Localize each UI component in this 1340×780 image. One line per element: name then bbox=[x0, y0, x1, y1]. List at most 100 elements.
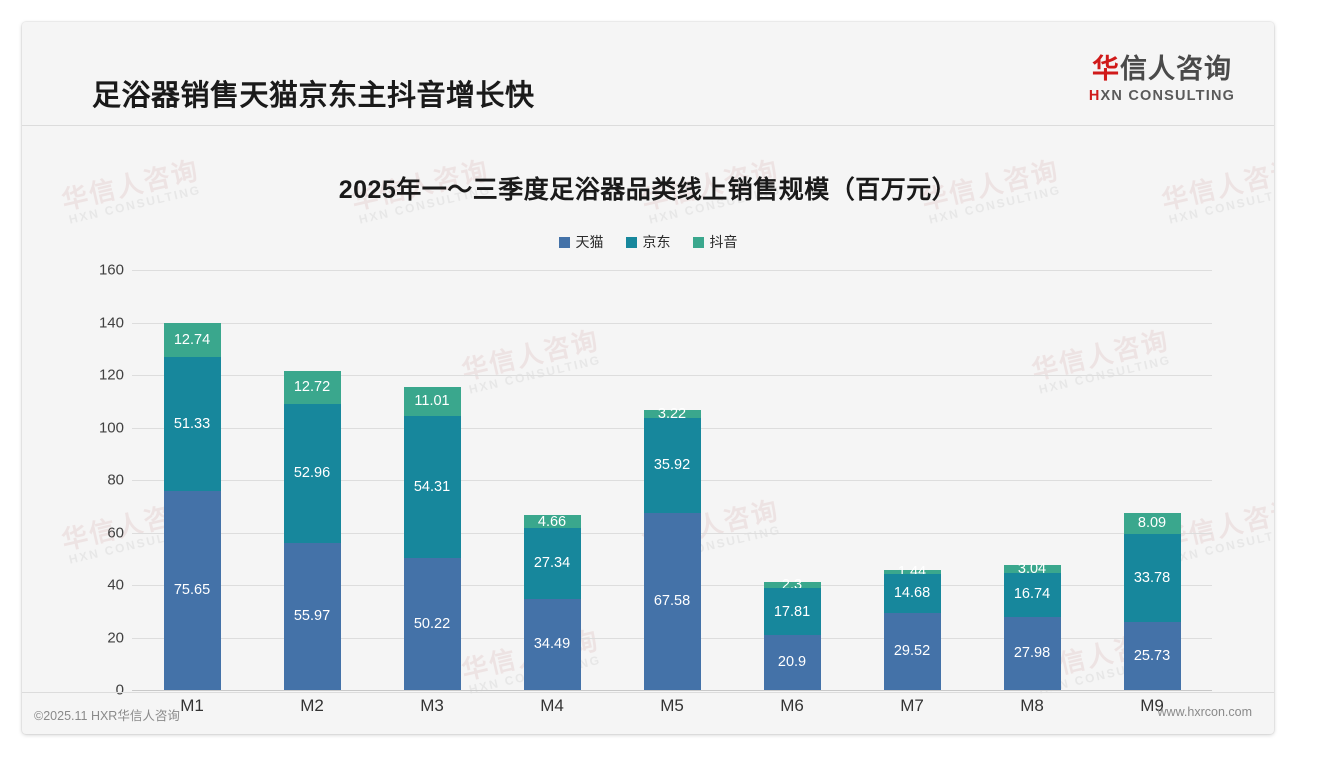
slide-header: 足浴器销售天猫京东主抖音增长快 华信人咨询 HXN CONSULTING bbox=[22, 22, 1274, 126]
bar-segment-抖音[interactable]: 4.66 bbox=[523, 513, 581, 530]
stacked-bar[interactable]: 3.22 35.92 67.58 bbox=[643, 407, 701, 690]
brand-logo-cn-rest: 信人咨询 bbox=[1120, 54, 1232, 84]
bar-value-label: 50.22 bbox=[413, 615, 451, 632]
x-axis-tick-label: M5 bbox=[660, 696, 684, 715]
bar-group: 12.74 51.33 75.65 12.72 52.96 55.97 11.01 54.31… bbox=[132, 270, 1212, 690]
stacked-bar[interactable]: 12.72 52.96 55.97 bbox=[283, 370, 341, 690]
bar-value-label: 27.34 bbox=[533, 555, 571, 572]
bar-column: 4.66 27.34 34.49 bbox=[492, 270, 612, 690]
page-title: 足浴器销售天猫京东主抖音增长快 bbox=[92, 80, 535, 112]
legend-label: 抖音 bbox=[709, 234, 738, 250]
bar-column: 1.44 14.68 29.52 bbox=[852, 270, 972, 690]
bar-value-label: 12.74 bbox=[173, 331, 211, 348]
bar-segment-天猫[interactable]: 50.22 bbox=[403, 558, 461, 690]
y-axis-labels: 0 20 40 60 80 100 120 140 160 bbox=[74, 262, 124, 699]
gridline bbox=[132, 322, 1212, 324]
bar-value-label: 3.04 bbox=[1017, 560, 1047, 577]
legend-swatch-icon bbox=[692, 236, 704, 248]
gridline bbox=[132, 270, 1212, 271]
bar-column: 11.01 54.31 50.22 bbox=[372, 270, 492, 690]
bar-value-label: 55.97 bbox=[293, 608, 331, 625]
stacked-bar[interactable]: 12.74 51.33 75.65 bbox=[163, 323, 221, 690]
chart-plot-area: 0 20 40 60 80 100 120 140 160 12.74 51.33 75.65 12.… bbox=[99, 262, 1212, 715]
stacked-bar[interactable]: 2.3 17.81 20.9 bbox=[763, 578, 821, 690]
x-axis-tick-label: M1 bbox=[180, 696, 204, 715]
bar-value-label: 12.72 bbox=[293, 379, 331, 396]
stacked-bar[interactable]: 1.44 14.68 29.52 bbox=[883, 565, 941, 690]
bar-segment-天猫[interactable]: 20.9 bbox=[763, 635, 821, 690]
bar-segment-天猫[interactable]: 27.98 bbox=[1003, 616, 1061, 690]
bar-segment-京东[interactable]: 27.34 bbox=[523, 527, 581, 600]
bar-value-label: 14.68 bbox=[893, 585, 931, 601]
bar-column: 12.74 51.33 75.65 bbox=[132, 270, 252, 690]
bar-segment-抖音[interactable]: 11.01 bbox=[403, 386, 461, 416]
x-axis-tick-label: M4 bbox=[540, 696, 564, 715]
bar-segment-抖音[interactable]: 3.22 bbox=[643, 407, 701, 421]
bar-segment-京东[interactable]: 16.74 bbox=[1003, 572, 1061, 617]
stacked-bar[interactable]: 3.04 16.74 27.98 bbox=[1003, 561, 1061, 690]
x-axis-tick-label: M8 bbox=[1020, 696, 1044, 715]
y-axis-tick-label: 40 bbox=[107, 576, 124, 594]
bar-segment-抖音[interactable]: 12.72 bbox=[283, 370, 341, 405]
brand-logo-en-red: H bbox=[1088, 88, 1101, 104]
y-axis-tick-label: 80 bbox=[107, 471, 124, 489]
bar-value-label: 25.73 bbox=[1133, 647, 1171, 664]
bar-value-label: 17.81 bbox=[773, 603, 811, 620]
bar-segment-京东[interactable]: 35.92 bbox=[643, 418, 701, 513]
bar-segment-京东[interactable]: 33.78 bbox=[1123, 533, 1181, 623]
bar-segment-京东[interactable]: 14.68 bbox=[883, 573, 941, 613]
legend-item-抖音[interactable]: 抖音 bbox=[692, 232, 738, 252]
bar-segment-天猫[interactable]: 25.73 bbox=[1123, 622, 1181, 690]
gridline bbox=[132, 375, 1212, 376]
bar-value-label: 51.33 bbox=[173, 415, 211, 432]
bar-segment-抖音[interactable]: 8.09 bbox=[1123, 512, 1181, 534]
stacked-bar[interactable]: 4.66 27.34 34.49 bbox=[523, 513, 581, 690]
x-axis-tick-label: M3 bbox=[420, 696, 444, 715]
bar-segment-京东[interactable]: 52.96 bbox=[283, 404, 341, 544]
bar-segment-天猫[interactable]: 55.97 bbox=[283, 543, 341, 690]
bar-value-label: 4.66 bbox=[537, 513, 567, 530]
bar-segment-京东[interactable]: 54.31 bbox=[403, 415, 461, 559]
bar-segment-京东[interactable]: 51.33 bbox=[163, 356, 221, 492]
stacked-bar[interactable]: 8.09 33.78 25.73 bbox=[1123, 512, 1181, 690]
bar-column: 3.04 16.74 27.98 bbox=[972, 270, 1092, 690]
bar-value-label: 67.58 bbox=[653, 593, 691, 610]
y-axis-tick-label: 20 bbox=[107, 629, 124, 646]
bar-segment-天猫[interactable]: 29.52 bbox=[883, 612, 941, 690]
legend-swatch-icon bbox=[625, 236, 637, 248]
y-axis-tick-label: 120 bbox=[98, 366, 124, 384]
y-axis-tick-label: 100 bbox=[98, 419, 124, 436]
bar-value-label: 8.09 bbox=[1137, 514, 1167, 531]
bar-segment-抖音[interactable]: 3.04 bbox=[1003, 561, 1061, 575]
bar-segment-天猫[interactable]: 75.65 bbox=[163, 491, 221, 690]
stacked-bar[interactable]: 11.01 54.31 50.22 bbox=[403, 386, 461, 690]
chart-legend: 天猫 京东 抖音 bbox=[22, 232, 1274, 252]
bar-value-label: 27.98 bbox=[1013, 645, 1051, 662]
bar-value-label: 20.9 bbox=[777, 654, 807, 671]
bar-segment-抖音[interactable]: 12.74 bbox=[163, 323, 221, 357]
bar-column: 3.22 35.92 67.58 bbox=[612, 270, 732, 690]
bar-value-label: 11.01 bbox=[414, 392, 450, 409]
x-axis-tick-label: M2 bbox=[300, 696, 324, 715]
legend-item-天猫[interactable]: 天猫 bbox=[558, 232, 604, 252]
bar-value-label: 75.65 bbox=[173, 582, 211, 599]
x-axis-tick-label: M9 bbox=[1140, 696, 1164, 715]
bar-segment-天猫[interactable]: 34.49 bbox=[523, 599, 581, 690]
bar-value-label: 34.49 bbox=[533, 636, 571, 653]
bar-segment-京东[interactable]: 17.81 bbox=[763, 588, 821, 636]
bar-value-label: 54.31 bbox=[413, 478, 451, 495]
legend-label: 京东 bbox=[642, 234, 671, 250]
bar-column: 2.3 17.81 20.9 bbox=[732, 270, 852, 690]
x-axis-tick-label: M7 bbox=[900, 696, 924, 715]
footer-website[interactable]: www.hxrcon.com bbox=[1157, 705, 1252, 719]
legend-label: 天猫 bbox=[575, 234, 604, 250]
slide-card: 足浴器销售天猫京东主抖音增长快 华信人咨询 HXN CONSULTING 华信人… bbox=[22, 22, 1274, 734]
brand-logo-en: HXN CONSULTING bbox=[1078, 89, 1246, 104]
bar-segment-天猫[interactable]: 67.58 bbox=[643, 512, 701, 690]
x-axis-tick-label: M6 bbox=[780, 696, 804, 715]
slide-footer: ©2025.11 HXR华信人咨询 www.hxrcon.com bbox=[22, 692, 1274, 734]
legend-item-京东[interactable]: 京东 bbox=[625, 232, 671, 252]
footer-copyright: ©2025.11 HXR华信人咨询 bbox=[34, 709, 180, 723]
bar-value-label: 35.92 bbox=[653, 457, 691, 474]
